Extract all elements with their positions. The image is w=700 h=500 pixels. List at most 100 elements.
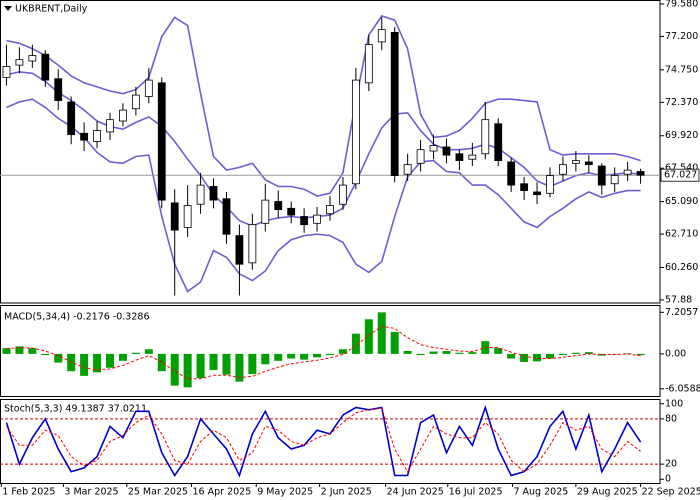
candle-body [15,59,24,66]
candle-body [248,224,257,264]
y-tick-label: 72.370 [665,97,698,108]
candle-body [54,78,63,101]
macd-bar [248,353,257,375]
candle-body [93,130,101,142]
candle-body [131,94,140,110]
candle-body [287,207,296,216]
candle-body [106,119,114,133]
candle-body [610,175,619,185]
candle-body [559,164,567,175]
x-tick-label: 2 Jun 2025 [321,487,372,498]
macd-bar [261,353,270,365]
macd-bar [520,353,529,362]
candle-body [364,44,373,84]
candle-body [157,82,166,201]
macd-bar [597,353,606,356]
macd-bar [623,353,632,354]
macd-bar [106,353,114,368]
macd-bar [403,351,412,354]
x-tick-label: 16 Apr 2025 [193,487,252,498]
stoch-line [5,404,642,478]
macd-bar [455,352,464,354]
y-tick-label: 0 [665,474,671,485]
macd-bar [364,319,373,354]
macd-bar [326,353,334,356]
candle-body [80,132,89,141]
candle-body [183,205,192,228]
candle-body [429,145,438,152]
macd-title: MACD(5,34,4) -0.2176 -0.3286 [4,312,149,323]
current-price-box [660,168,700,182]
macd-bar [183,353,192,388]
y-tick-label: 0.00 [665,348,686,359]
candle-body [377,29,386,43]
candle-body [390,31,399,176]
candle-body [442,146,451,156]
candle-body [455,153,464,161]
candle-body [351,79,360,185]
y-tick-label: 60.260 [665,262,698,273]
candle-body [468,154,477,160]
macd-bar [2,348,11,354]
candle-body [67,101,76,136]
macd-bar [196,353,205,379]
bollinger-band [6,98,641,293]
y-tick-label: 20 [665,459,677,470]
y-tick-label: 80 [665,413,677,424]
macd-bar [274,353,283,361]
macd-bar [41,353,50,356]
macd-bar [287,353,296,359]
macd-bar [80,353,89,376]
current-price-label: 67.027 [664,170,697,181]
candle-body [571,160,580,164]
y-tick-label: 74.750 [665,64,698,75]
candle-body [313,214,321,224]
y-tick-label: 100 [665,398,683,409]
macd-bar [93,353,102,373]
candle-body [28,55,37,62]
stoch-line [6,407,641,473]
candle-body [546,175,554,194]
price-panel [0,0,661,304]
macd-bar [15,346,24,354]
macd-bar [118,353,127,361]
candle-body [41,53,50,81]
candle-body [481,119,490,155]
menu-icon[interactable] [4,6,12,11]
y-tick-label: -6.0588 [665,383,700,394]
x-tick-label: 25 Mar 2025 [128,487,188,498]
candle-body [416,149,425,164]
macd-panel [0,305,661,397]
candle-body [196,184,205,205]
candle-body [636,171,645,176]
candle-body [494,123,503,161]
signal-line [6,325,641,380]
x-tick-label: 3 Mar 2025 [64,487,118,498]
macd-bar [144,349,153,354]
candle-body [597,165,606,186]
candle-body [2,66,11,78]
x-tick-label: 22 Sep 2025 [642,487,700,498]
macd-bar [54,353,63,363]
candle-body [119,109,127,122]
macd-bar [222,353,231,375]
x-tick-label: 29 Aug 2025 [577,487,638,498]
macd-bar [390,331,399,354]
stoch-panel [0,399,661,484]
macd-bar [313,353,322,358]
candle-body [209,186,218,201]
macd-bar [235,353,244,382]
candle-body [144,79,153,97]
y-tick-label: 65.090 [665,196,698,207]
candle-body [584,161,593,166]
y-tick-label: 67.540 [665,163,698,174]
macd-bar [571,352,580,354]
candle-body [623,169,632,175]
macd-bar [584,352,593,354]
candle-body [222,198,231,235]
y-tick-label: 77.200 [665,31,698,42]
macd-bar [546,353,554,359]
macd-bar [67,353,76,372]
candle-body [326,205,334,215]
